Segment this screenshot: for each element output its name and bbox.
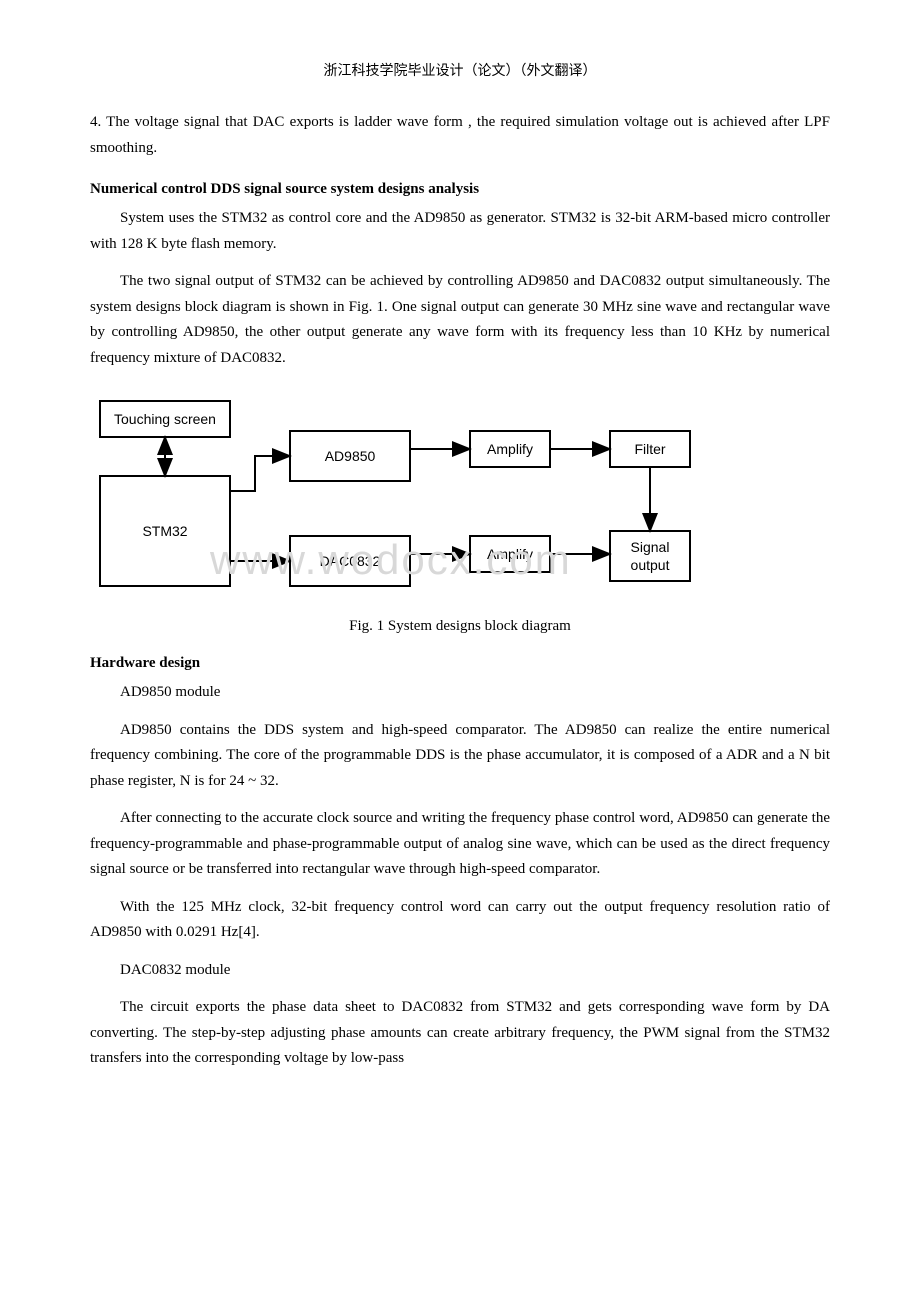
node-label-dac0832: DAC0832 [320,553,381,569]
paragraph-ad9850-module: AD9850 module [90,680,830,706]
para-two-signal-text: The two signal output of STM32 can be ac… [90,273,830,366]
node-label-stm32: STM32 [142,523,187,539]
node-label-amplify1: Amplify [487,441,533,457]
svg-text:Signal: Signal [631,539,670,555]
para-system-text: System uses the STM32 as control core an… [90,210,830,252]
para-after-text: After connecting to the accurate clock s… [90,810,830,877]
para-ad9850-contains-text: AD9850 contains the DDS system and high-… [90,722,830,789]
paragraph-system: System uses the STM32 as control core an… [90,206,830,257]
para-ad9850-module-text: AD9850 module [120,684,220,700]
paragraph-dac0832-module: DAC0832 module [90,958,830,984]
paragraph-circuit-exports: The circuit exports the phase data sheet… [90,995,830,1072]
node-label-touching: Touching screen [114,411,216,427]
para-125mhz-text: With the 125 MHz clock, 32-bit frequency… [90,899,830,941]
edge-stm32-ad9850 [230,456,290,491]
para-circuit-text: The circuit exports the phase data sheet… [90,999,830,1066]
paragraph-ad9850-contains: AD9850 contains the DDS system and high-… [90,718,830,795]
page-header: 浙江科技学院毕业设计（论文）（外文翻译） [90,60,830,80]
node-label-ad9850: AD9850 [325,448,376,464]
node-label-filter: Filter [634,441,665,457]
paragraph-after-connecting: After connecting to the accurate clock s… [90,806,830,883]
para-4-text: 4. The voltage signal that DAC exports i… [90,114,830,156]
heading-1-text: Numerical control DDS signal source syst… [90,181,479,197]
system-block-diagram: Touching screen STM32 AD9850 DAC0832 Amplify… [90,391,710,601]
para-dac0832-module-text: DAC0832 module [120,962,230,978]
header-text: 浙江科技学院毕业设计（论文）（外文翻译） [324,64,597,79]
heading-2-text: Hardware design [90,655,200,671]
paragraph-125mhz: With the 125 MHz clock, 32-bit frequency… [90,895,830,946]
fig-caption-text: Fig. 1 System designs block diagram [349,618,571,634]
paragraph-4: 4. The voltage signal that DAC exports i… [90,110,830,161]
svg-text:output: output [631,557,670,573]
node-label-amplify2: Amplify [487,546,533,562]
heading-1: Numerical control DDS signal source syst… [90,181,830,198]
figure-1-caption: Fig. 1 System designs block diagram [90,618,830,635]
heading-2: Hardware design [90,655,830,672]
figure-1-container: www.wodocx.com Touching screenSTM32AD985… [90,391,830,635]
paragraph-two-signal: The two signal output of STM32 can be ac… [90,269,830,371]
